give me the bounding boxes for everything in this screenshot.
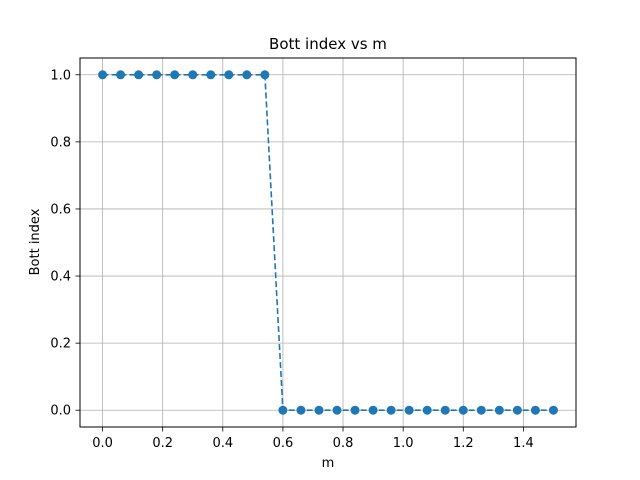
- series: [98, 70, 558, 415]
- data-point: [494, 405, 504, 415]
- y-axis-label: Bott index: [28, 208, 43, 275]
- data-point: [242, 70, 252, 80]
- data-point: [314, 405, 324, 415]
- x-tick-label: 1.4: [513, 436, 534, 451]
- data-point: [224, 70, 234, 80]
- data-point: [350, 405, 360, 415]
- data-point: [512, 405, 522, 415]
- x-tick-label: 1.0: [393, 436, 414, 451]
- data-point: [116, 70, 126, 80]
- data-point: [440, 405, 450, 415]
- x-tick-label: 0.6: [273, 436, 294, 451]
- x-tick-label: 1.2: [453, 436, 474, 451]
- x-axis-label: m: [322, 456, 335, 471]
- data-point: [404, 405, 414, 415]
- data-point: [530, 405, 540, 415]
- chart-title: Bott index vs m: [269, 35, 387, 53]
- y-axis: 0.0 0.2 0.4 0.6 0.8 1.0: [50, 68, 80, 419]
- data-point: [332, 405, 342, 415]
- data-point: [458, 405, 468, 415]
- data-point: [170, 70, 180, 80]
- y-tick-label: 0.6: [50, 202, 71, 217]
- x-tick-label: 0.8: [333, 436, 354, 451]
- y-tick-label: 0.2: [50, 337, 71, 352]
- data-point: [98, 70, 108, 80]
- x-axis: 0.0 0.2 0.4 0.6 0.8 1.0 1.2 1.4: [92, 427, 534, 451]
- plot-frame: [79, 57, 577, 428]
- data-point: [422, 405, 432, 415]
- data-point: [206, 70, 216, 80]
- y-tick-label: 1.0: [50, 68, 71, 83]
- y-tick-label: 0.8: [50, 135, 71, 150]
- data-point: [134, 70, 144, 80]
- y-tick-label: 0.4: [50, 270, 71, 285]
- y-tick-label: 0.0: [50, 404, 71, 419]
- x-tick-label: 0.0: [92, 436, 113, 451]
- data-point: [368, 405, 378, 415]
- data-point: [548, 405, 558, 415]
- x-tick-label: 0.2: [152, 436, 173, 451]
- data-point: [476, 405, 486, 415]
- data-point: [152, 70, 162, 80]
- data-point: [278, 405, 288, 415]
- grid: [80, 58, 576, 427]
- x-tick-label: 0.4: [212, 436, 233, 451]
- data-point: [188, 70, 198, 80]
- data-point: [260, 70, 270, 80]
- data-point: [386, 405, 396, 415]
- data-point: [296, 405, 306, 415]
